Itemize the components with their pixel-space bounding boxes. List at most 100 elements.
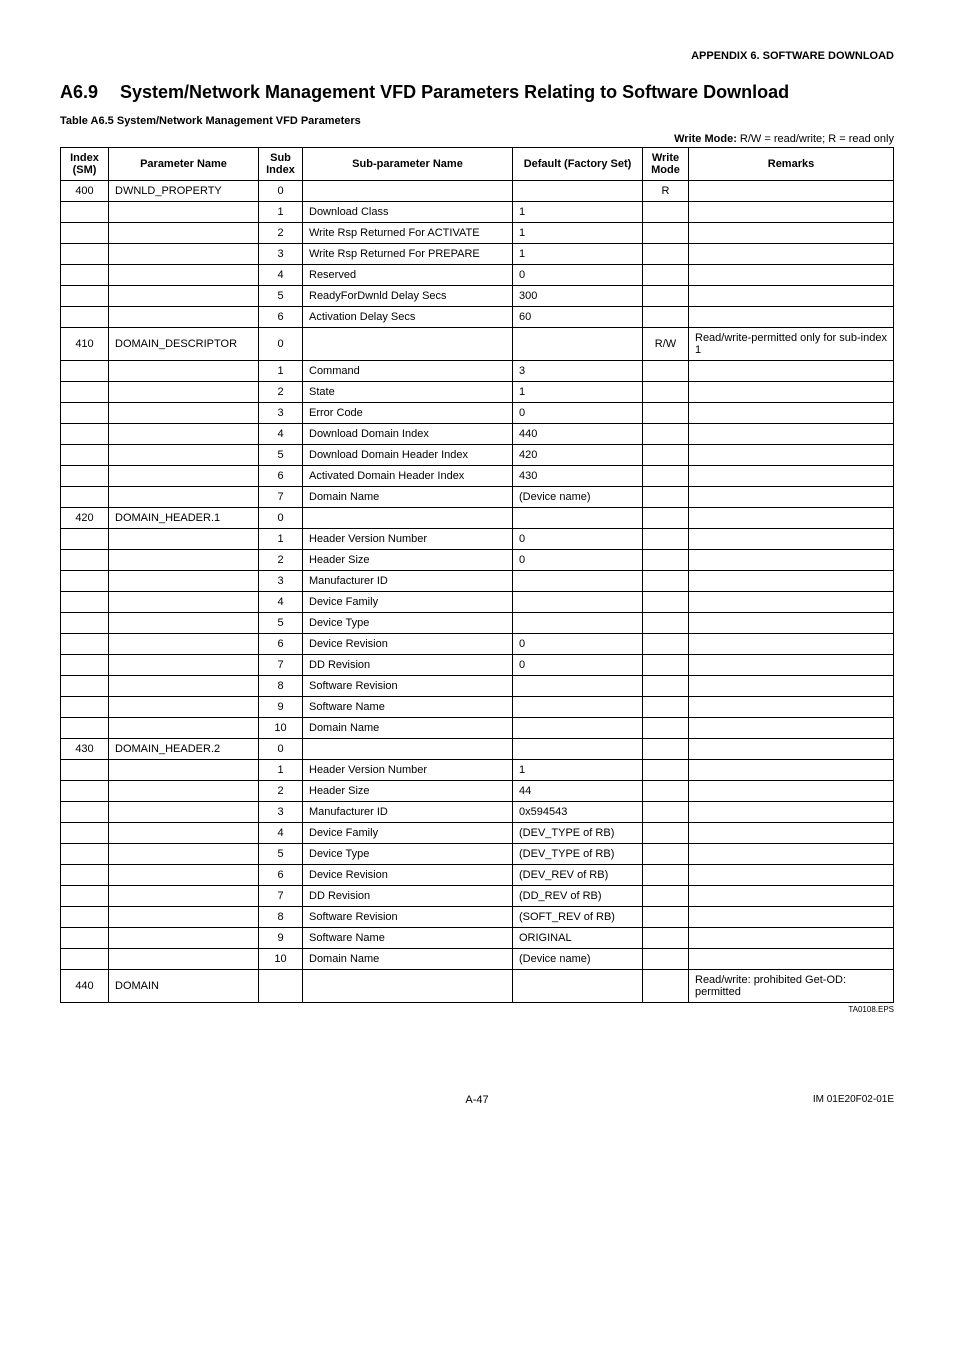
table-row: 4Download Domain Index440 — [61, 424, 894, 445]
cell-write-mode — [643, 571, 689, 592]
cell-write-mode — [643, 223, 689, 244]
cell-index — [61, 202, 109, 223]
col-index-header: Index (SM) — [61, 148, 109, 181]
table-row: 8Software Revision — [61, 676, 894, 697]
table-row: 5ReadyForDwnld Delay Secs300 — [61, 286, 894, 307]
figure-reference: TA0108.EPS — [60, 1005, 894, 1014]
table-row: 2Header Size44 — [61, 781, 894, 802]
table-row: 6Device Revision(DEV_REV of RB) — [61, 865, 894, 886]
table-row: 7DD Revision0 — [61, 655, 894, 676]
table-header-row: Index (SM) Parameter Name Sub Index Sub-… — [61, 148, 894, 181]
cell-write-mode — [643, 697, 689, 718]
cell-remarks — [689, 424, 894, 445]
table-row: 3Manufacturer ID — [61, 571, 894, 592]
cell-index — [61, 550, 109, 571]
cell-index — [61, 865, 109, 886]
cell-parameter-name — [109, 865, 259, 886]
section-number: A6.9 — [60, 82, 120, 103]
cell-index — [61, 265, 109, 286]
cell-sub-index: 4 — [259, 823, 303, 844]
page-footer: A-47 IM 01E20F02-01E — [60, 1094, 894, 1106]
cell-sub-index: 5 — [259, 844, 303, 865]
col-pname-header: Parameter Name — [109, 148, 259, 181]
cell-sub-index: 9 — [259, 928, 303, 949]
cell-remarks — [689, 361, 894, 382]
table-row: 3Manufacturer ID0x594543 — [61, 802, 894, 823]
cell-default: (Device name) — [513, 487, 643, 508]
cell-index — [61, 571, 109, 592]
cell-remarks — [689, 244, 894, 265]
cell-sub-index: 0 — [259, 181, 303, 202]
cell-sub-index: 2 — [259, 550, 303, 571]
cell-write-mode — [643, 970, 689, 1003]
cell-remarks — [689, 760, 894, 781]
cell-parameter-name — [109, 202, 259, 223]
cell-sub-index: 3 — [259, 571, 303, 592]
cell-subparameter-name: Header Version Number — [303, 760, 513, 781]
cell-write-mode — [643, 286, 689, 307]
table-row: 1Download Class1 — [61, 202, 894, 223]
cell-remarks — [689, 466, 894, 487]
cell-write-mode — [643, 424, 689, 445]
cell-write-mode — [643, 466, 689, 487]
cell-sub-index: 7 — [259, 886, 303, 907]
cell-default: 420 — [513, 445, 643, 466]
cell-remarks — [689, 286, 894, 307]
cell-parameter-name: DOMAIN — [109, 970, 259, 1003]
cell-default: 300 — [513, 286, 643, 307]
cell-parameter-name — [109, 802, 259, 823]
col-default-header: Default (Factory Set) — [513, 148, 643, 181]
cell-subparameter-name: Software Name — [303, 697, 513, 718]
table-row: 10Domain Name(Device name) — [61, 949, 894, 970]
cell-write-mode — [643, 361, 689, 382]
table-row: 2State1 — [61, 382, 894, 403]
cell-write-mode — [643, 655, 689, 676]
cell-default: 0 — [513, 634, 643, 655]
cell-remarks — [689, 865, 894, 886]
cell-parameter-name — [109, 265, 259, 286]
parameters-table: Index (SM) Parameter Name Sub Index Sub-… — [60, 147, 894, 1003]
cell-default: (DEV_TYPE of RB) — [513, 844, 643, 865]
cell-subparameter-name: Device Type — [303, 844, 513, 865]
cell-remarks — [689, 613, 894, 634]
table-row: 2Write Rsp Returned For ACTIVATE1 — [61, 223, 894, 244]
cell-sub-index: 0 — [259, 508, 303, 529]
cell-parameter-name — [109, 676, 259, 697]
cell-write-mode — [643, 244, 689, 265]
cell-default: (DD_REV of RB) — [513, 886, 643, 907]
cell-write-mode — [643, 781, 689, 802]
cell-index: 410 — [61, 328, 109, 361]
cell-default: 1 — [513, 760, 643, 781]
cell-default: (DEV_TYPE of RB) — [513, 823, 643, 844]
cell-default — [513, 739, 643, 760]
table-row: 420DOMAIN_HEADER.10 — [61, 508, 894, 529]
cell-index — [61, 382, 109, 403]
cell-subparameter-name — [303, 970, 513, 1003]
cell-default: (DEV_REV of RB) — [513, 865, 643, 886]
cell-parameter-name — [109, 286, 259, 307]
cell-index — [61, 223, 109, 244]
cell-parameter-name: DOMAIN_DESCRIPTOR — [109, 328, 259, 361]
cell-subparameter-name: Device Family — [303, 823, 513, 844]
cell-default: ORIGINAL — [513, 928, 643, 949]
cell-sub-index: 2 — [259, 781, 303, 802]
cell-remarks — [689, 907, 894, 928]
cell-index: 440 — [61, 970, 109, 1003]
cell-remarks: Read/write-permitted only for sub-index … — [689, 328, 894, 361]
cell-default — [513, 718, 643, 739]
cell-index: 420 — [61, 508, 109, 529]
cell-default: (Device name) — [513, 949, 643, 970]
cell-subparameter-name — [303, 508, 513, 529]
cell-parameter-name — [109, 655, 259, 676]
cell-parameter-name — [109, 844, 259, 865]
cell-parameter-name — [109, 781, 259, 802]
cell-sub-index: 10 — [259, 949, 303, 970]
cell-remarks — [689, 928, 894, 949]
cell-subparameter-name: Domain Name — [303, 718, 513, 739]
cell-sub-index: 9 — [259, 697, 303, 718]
cell-write-mode — [643, 265, 689, 286]
cell-subparameter-name — [303, 328, 513, 361]
table-row: 1Command3 — [61, 361, 894, 382]
cell-remarks — [689, 550, 894, 571]
cell-index — [61, 403, 109, 424]
